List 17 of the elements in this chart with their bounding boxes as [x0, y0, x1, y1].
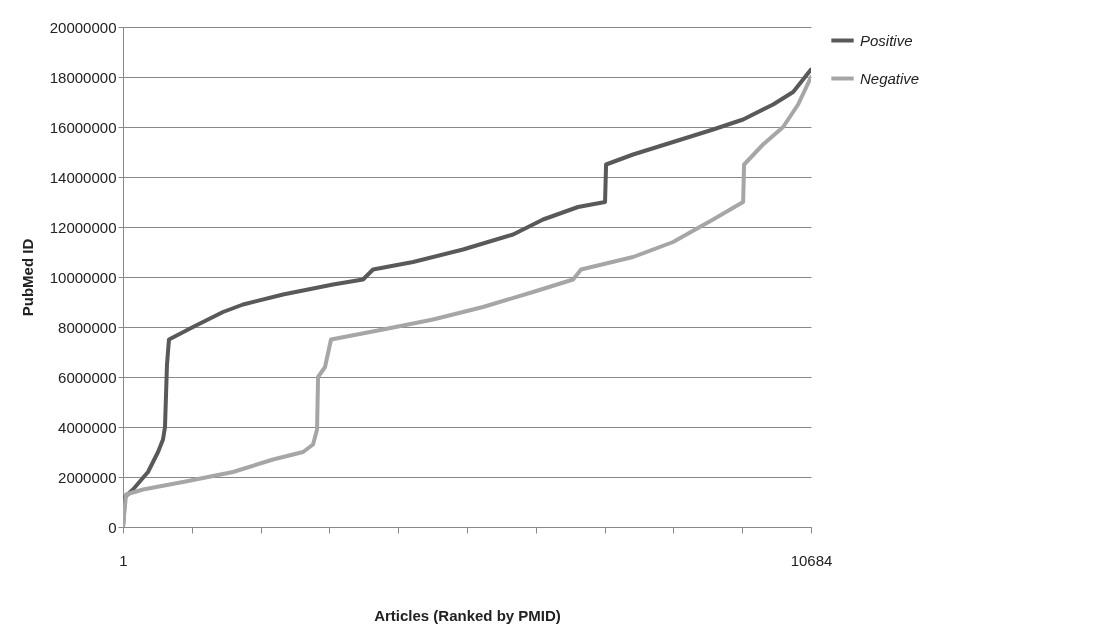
y-tick-label: 12000000 [49, 218, 117, 236]
y-axis-title: PubMed ID [18, 238, 36, 317]
y-tick-label: 8000000 [58, 318, 117, 336]
y-tick-label: 18000000 [49, 68, 117, 86]
y-tick-label: 2000000 [58, 468, 117, 486]
y-tick-label: 4000000 [58, 418, 117, 436]
legend-label: Negative [860, 69, 920, 87]
x-tick-label: 1 [119, 551, 128, 569]
y-tick-label: 10000000 [49, 268, 117, 286]
y-tick-label: 6000000 [58, 368, 117, 386]
y-tick-label: 16000000 [49, 118, 117, 136]
x-axis-title: Articles (Ranked by PMID) [374, 606, 561, 624]
legend-label: Positive [860, 31, 913, 49]
y-tick-label: 20000000 [49, 18, 117, 36]
y-tick-label: 14000000 [49, 168, 117, 186]
x-tick-label: 10684 [790, 551, 833, 569]
y-tick-label: 0 [108, 518, 117, 536]
